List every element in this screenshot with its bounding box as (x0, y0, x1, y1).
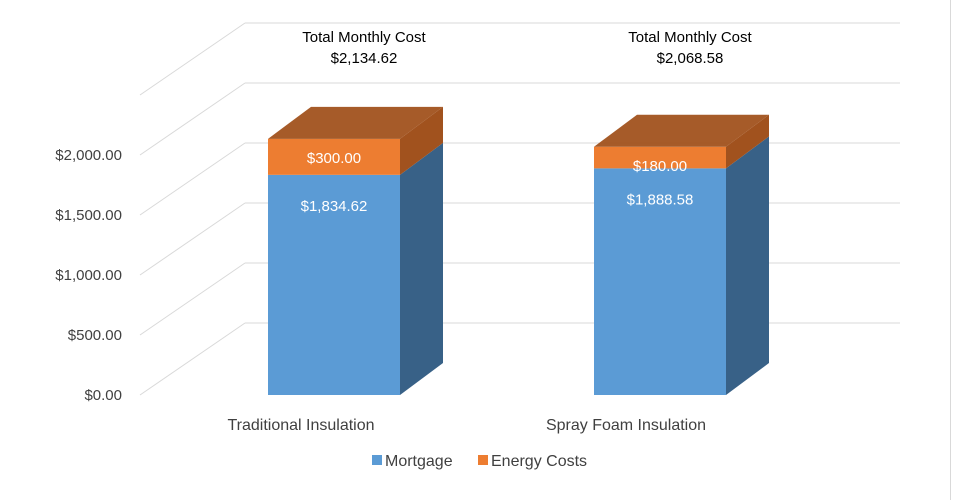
total-title: Total Monthly Cost (302, 29, 426, 46)
y-axis: $0.00 $500.00 $1,000.00 $1,500.00 $2,000.00 (55, 147, 122, 404)
chart-border (950, 0, 951, 500)
gridline-diagonal (139, 82, 246, 156)
y-tick-label: $0.00 (84, 387, 122, 404)
x-tick-label: Spray Foam Insulation (546, 417, 706, 434)
x-axis: Traditional Insulation Spray Foam Insulat… (227, 417, 706, 434)
data-label: $1,888.58 (627, 191, 694, 208)
bar-segment-energy-costs (594, 146, 726, 169)
data-label: $300.00 (307, 150, 361, 167)
bars: $1,834.62 $300.00 Total Monthly Cost $2,134… (268, 29, 769, 395)
data-label: $1,834.62 (301, 198, 368, 215)
bar-side (400, 106, 443, 175)
total-value: $2,068.58 (657, 50, 724, 67)
gridline-diagonal (139, 262, 246, 336)
bar-stack: $1,888.58 $180.00 Total Monthly Cost $2,068… (594, 29, 769, 395)
y-tick-label: $500.00 (68, 327, 122, 344)
legend-label: Mortgage (385, 453, 453, 470)
bar-side (400, 142, 443, 395)
y-tick-label: $1,000.00 (55, 267, 122, 284)
gridlines (139, 22, 900, 396)
bar-segment-energy-costs (268, 138, 400, 175)
total-value: $2,134.62 (331, 50, 398, 67)
data-label: $180.00 (633, 158, 687, 175)
gridline-diagonal (139, 202, 246, 276)
legend-swatch (372, 455, 382, 465)
legend: Mortgage Energy Costs (372, 453, 587, 470)
bar-side (726, 136, 769, 395)
y-tick-label: $2,000.00 (55, 147, 122, 164)
y-tick-label: $1,500.00 (55, 207, 122, 224)
gridline-diagonal (139, 22, 246, 96)
bar-side (726, 114, 769, 169)
gridline-diagonal (139, 142, 246, 216)
bar-segment-mortgage (268, 174, 400, 395)
bar-top (594, 114, 769, 147)
legend-label: Energy Costs (491, 453, 587, 470)
bar-segment-mortgage (594, 168, 726, 395)
legend-swatch (478, 455, 488, 465)
bar-stack: $1,834.62 $300.00 Total Monthly Cost $2,134… (268, 29, 443, 395)
bar-top (268, 106, 443, 139)
x-tick-label: Traditional Insulation (227, 417, 374, 434)
total-title: Total Monthly Cost (628, 29, 752, 46)
gridline-diagonal (139, 322, 246, 396)
